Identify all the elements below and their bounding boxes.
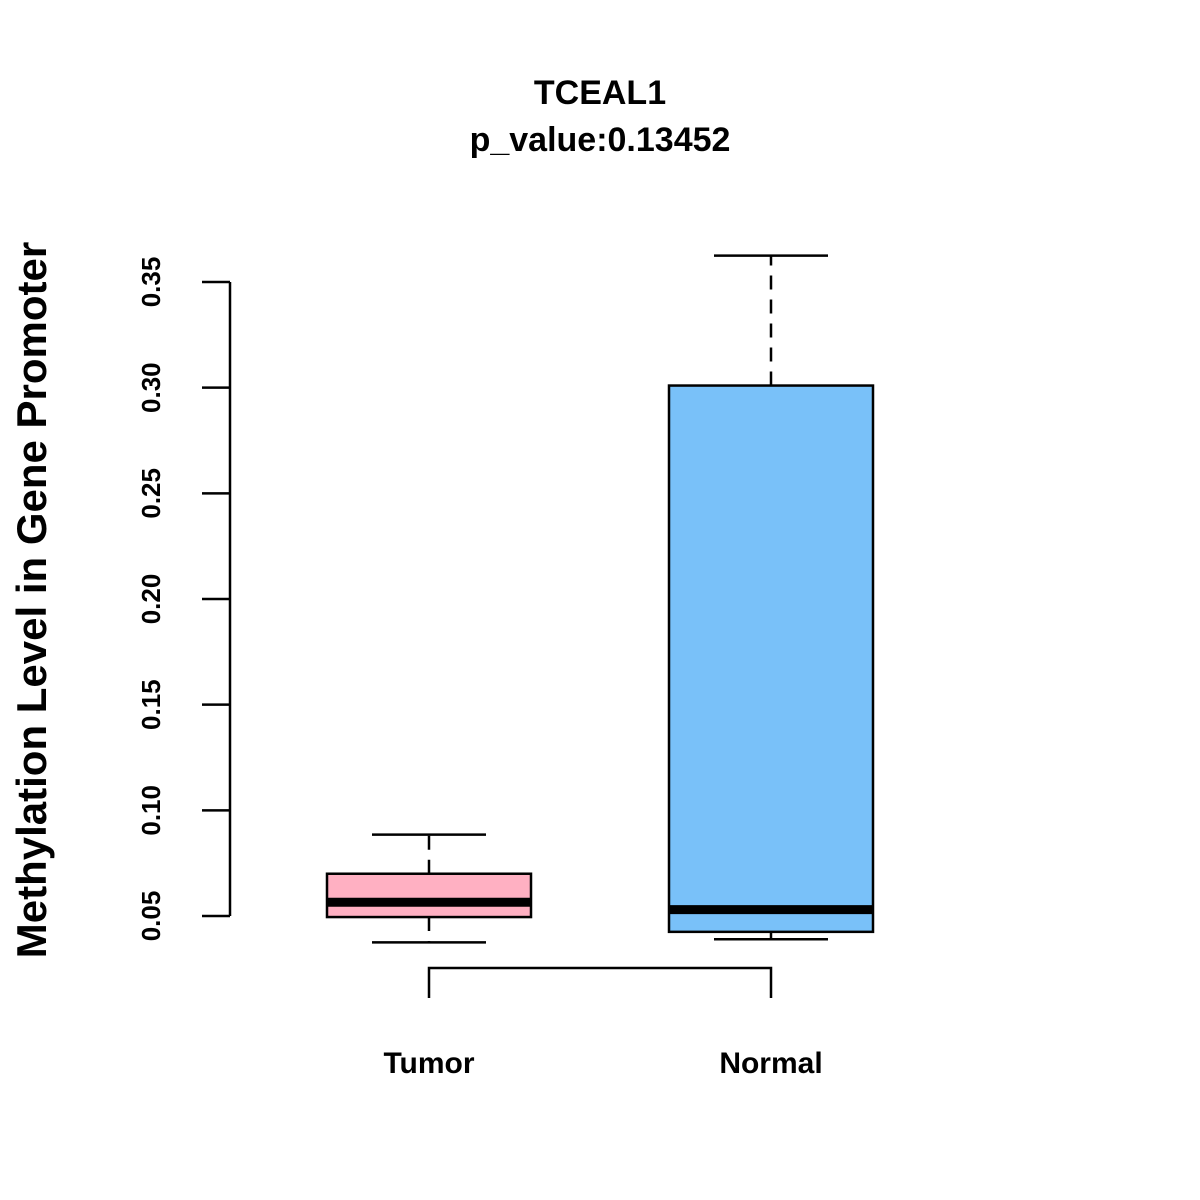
- iqr-box: [667, 384, 875, 934]
- y-tick-label: 0.10: [136, 785, 166, 836]
- chart-title: TCEAL1: [534, 74, 666, 112]
- iqr-box: [325, 872, 533, 919]
- y-tick-label: 0.30: [136, 362, 166, 413]
- y-tick-label: 0.15: [136, 679, 166, 730]
- category-label-normal: Normal: [719, 1047, 822, 1080]
- y-tick-label: 0.05: [136, 891, 166, 942]
- y-axis-title: Methylation Level in Gene Promoter: [8, 242, 55, 958]
- box-tumor: [325, 833, 533, 944]
- bracket-line: [427, 966, 773, 998]
- y-tick-label: 0.20: [136, 574, 166, 625]
- y-tick-label: 0.35: [136, 257, 166, 308]
- box-normal: [667, 254, 875, 941]
- box-group: [325, 254, 875, 944]
- category-labels: Tumor Normal: [383, 1047, 822, 1080]
- y-tick-label: 0.25: [136, 468, 166, 519]
- y-axis: 0.05 0.10 0.15 0.20 0.25 0.30 0.35: [136, 257, 232, 942]
- comparison-bracket: [427, 966, 773, 998]
- category-label-tumor: Tumor: [383, 1047, 474, 1080]
- chart-subtitle: p_value:0.13452: [470, 121, 731, 159]
